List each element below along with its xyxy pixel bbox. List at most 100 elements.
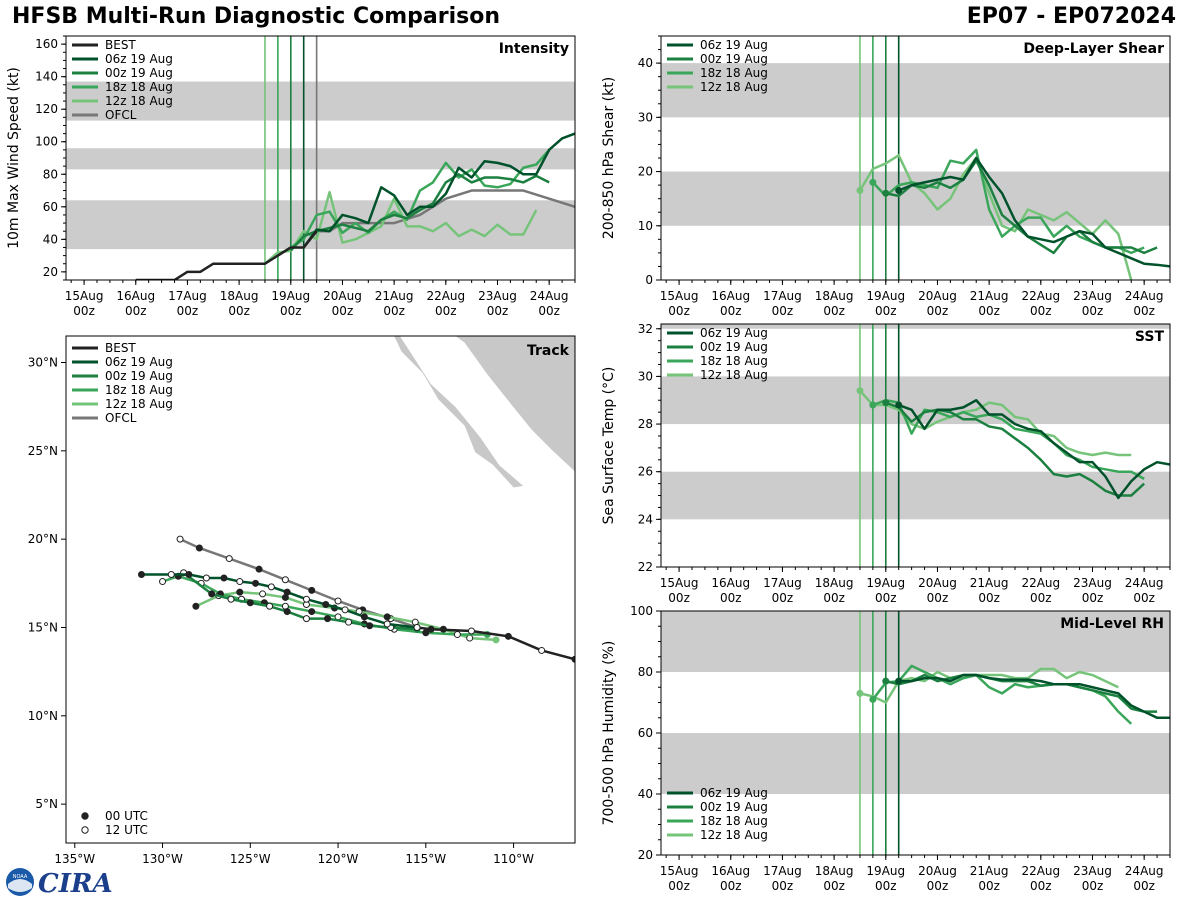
track-point	[283, 588, 291, 596]
track-point	[283, 608, 291, 616]
track-point	[227, 595, 235, 603]
track-point	[220, 574, 228, 582]
x-tick-label-time: 00z	[875, 591, 897, 605]
x-tick-label: 24Aug	[1125, 289, 1164, 303]
x-tick-label: 16Aug	[711, 289, 750, 303]
band-2	[66, 81, 575, 121]
x-tick-label-time: 00z	[228, 304, 250, 318]
track-point	[360, 613, 368, 621]
legend-label: 18z 18 Aug	[700, 354, 768, 368]
track-ofcl	[179, 538, 418, 629]
x-tick-label-time: 00z	[720, 304, 742, 318]
marker-legend-label: 12 UTC	[105, 823, 148, 837]
x-tick-label-time: 00z	[383, 304, 405, 318]
y-tick-label: 22	[638, 560, 653, 574]
legend-label: 06z 19 Aug	[700, 326, 768, 340]
y-tick-label: 25°N	[28, 444, 58, 458]
cira-text: CIRA	[38, 869, 113, 898]
series-00z-19-aug	[885, 159, 1158, 255]
legend-label: 18z 18 Aug	[700, 814, 768, 828]
x-tick-label: 110°W	[493, 852, 534, 866]
y-tick-label: 20	[43, 265, 58, 279]
y-tick-label: 20	[638, 165, 653, 179]
x-tick-label-time: 00z	[668, 591, 690, 605]
x-tick-label: 16Aug	[711, 864, 750, 878]
start-point	[895, 401, 903, 409]
track-point	[453, 631, 461, 639]
track-point	[195, 544, 203, 552]
y-tick-label: 20°N	[28, 532, 58, 546]
band-0	[661, 733, 1170, 794]
track-point	[236, 588, 244, 596]
x-tick-label-time: 00z	[772, 879, 794, 893]
panel-rh: 2040608010015Aug00z16Aug00z17Aug00z18Aug…	[601, 604, 1171, 893]
legend-label: 00z 19 Aug	[105, 369, 173, 383]
y-axis-label: 10m Max Wind Speed (kt)	[6, 67, 22, 249]
legend-label: BEST	[105, 341, 136, 355]
series-06z-19-aug	[302, 132, 575, 249]
x-tick-label-time: 00z	[875, 879, 897, 893]
x-tick-label: 120°W	[318, 852, 359, 866]
start-point	[856, 689, 864, 697]
x-tick-label: 17Aug	[763, 576, 802, 590]
track-point	[208, 590, 216, 598]
legend-label: 12z 18 Aug	[105, 397, 173, 411]
band-1	[66, 148, 575, 170]
track-point	[538, 646, 546, 654]
x-tick-label: 20Aug	[918, 864, 957, 878]
band-0	[661, 171, 1170, 226]
series-18z-18-aug	[277, 149, 551, 257]
x-tick-label: 17Aug	[763, 864, 802, 878]
x-tick-label-time: 00z	[927, 879, 949, 893]
x-tick-label: 16Aug	[711, 576, 750, 590]
x-tick-label-time: 00z	[978, 879, 1000, 893]
y-tick-label: 15°N	[28, 620, 58, 634]
series-06z-19-aug	[898, 673, 1170, 719]
x-tick-label-time: 00z	[487, 304, 509, 318]
start-point	[869, 695, 877, 703]
x-tick-label-time: 00z	[1082, 879, 1104, 893]
y-tick-label: 60	[43, 200, 58, 214]
track-best	[416, 626, 575, 661]
track-point	[466, 634, 474, 642]
track-point	[202, 574, 210, 582]
noaa-text: NOAA	[13, 874, 28, 880]
x-tick-label: 15Aug	[660, 289, 699, 303]
legend-label: 00z 19 Aug	[700, 340, 768, 354]
series-best	[135, 230, 318, 280]
x-tick-label-time: 00z	[772, 304, 794, 318]
x-tick-label: 23Aug	[1073, 289, 1112, 303]
track-point	[366, 622, 374, 630]
panel-title: Deep-Layer Shear	[1023, 41, 1164, 57]
x-tick-label: 125°W	[230, 852, 271, 866]
x-tick-label: 20Aug	[918, 289, 957, 303]
legend-label: 06z 19 Aug	[105, 355, 173, 369]
x-tick-label-time: 00z	[1030, 304, 1052, 318]
marker-12utc	[81, 826, 89, 834]
y-tick-label: 26	[638, 465, 653, 479]
track-point	[176, 535, 184, 543]
y-axis-label: 700-500 hPa Humidity (%)	[601, 641, 617, 826]
track-00z-19-aug	[182, 571, 418, 631]
track-point	[467, 627, 475, 635]
x-tick-label: 19Aug	[866, 864, 905, 878]
x-tick-label: 18Aug	[815, 864, 854, 878]
y-tick-label: 60	[638, 726, 653, 740]
x-tick-label-time: 00z	[823, 304, 845, 318]
track-point	[167, 570, 175, 578]
x-tick-label: 21Aug	[375, 289, 414, 303]
page-title: HFSB Multi-Run Diagnostic Comparison	[12, 4, 500, 29]
track-point	[504, 632, 512, 640]
x-tick-label: 24Aug	[530, 289, 569, 303]
legend-label: 06z 19 Aug	[700, 38, 768, 52]
track-point	[322, 601, 330, 609]
land-baja	[393, 336, 526, 489]
x-tick-label-time: 00z	[823, 879, 845, 893]
track-point	[571, 655, 575, 663]
legend-label: BEST	[105, 38, 136, 52]
panel-frame	[65, 335, 576, 844]
x-tick-label: 22Aug	[426, 289, 465, 303]
series-12z-18-aug	[858, 154, 1133, 280]
legend-label: OFCL	[105, 411, 137, 425]
